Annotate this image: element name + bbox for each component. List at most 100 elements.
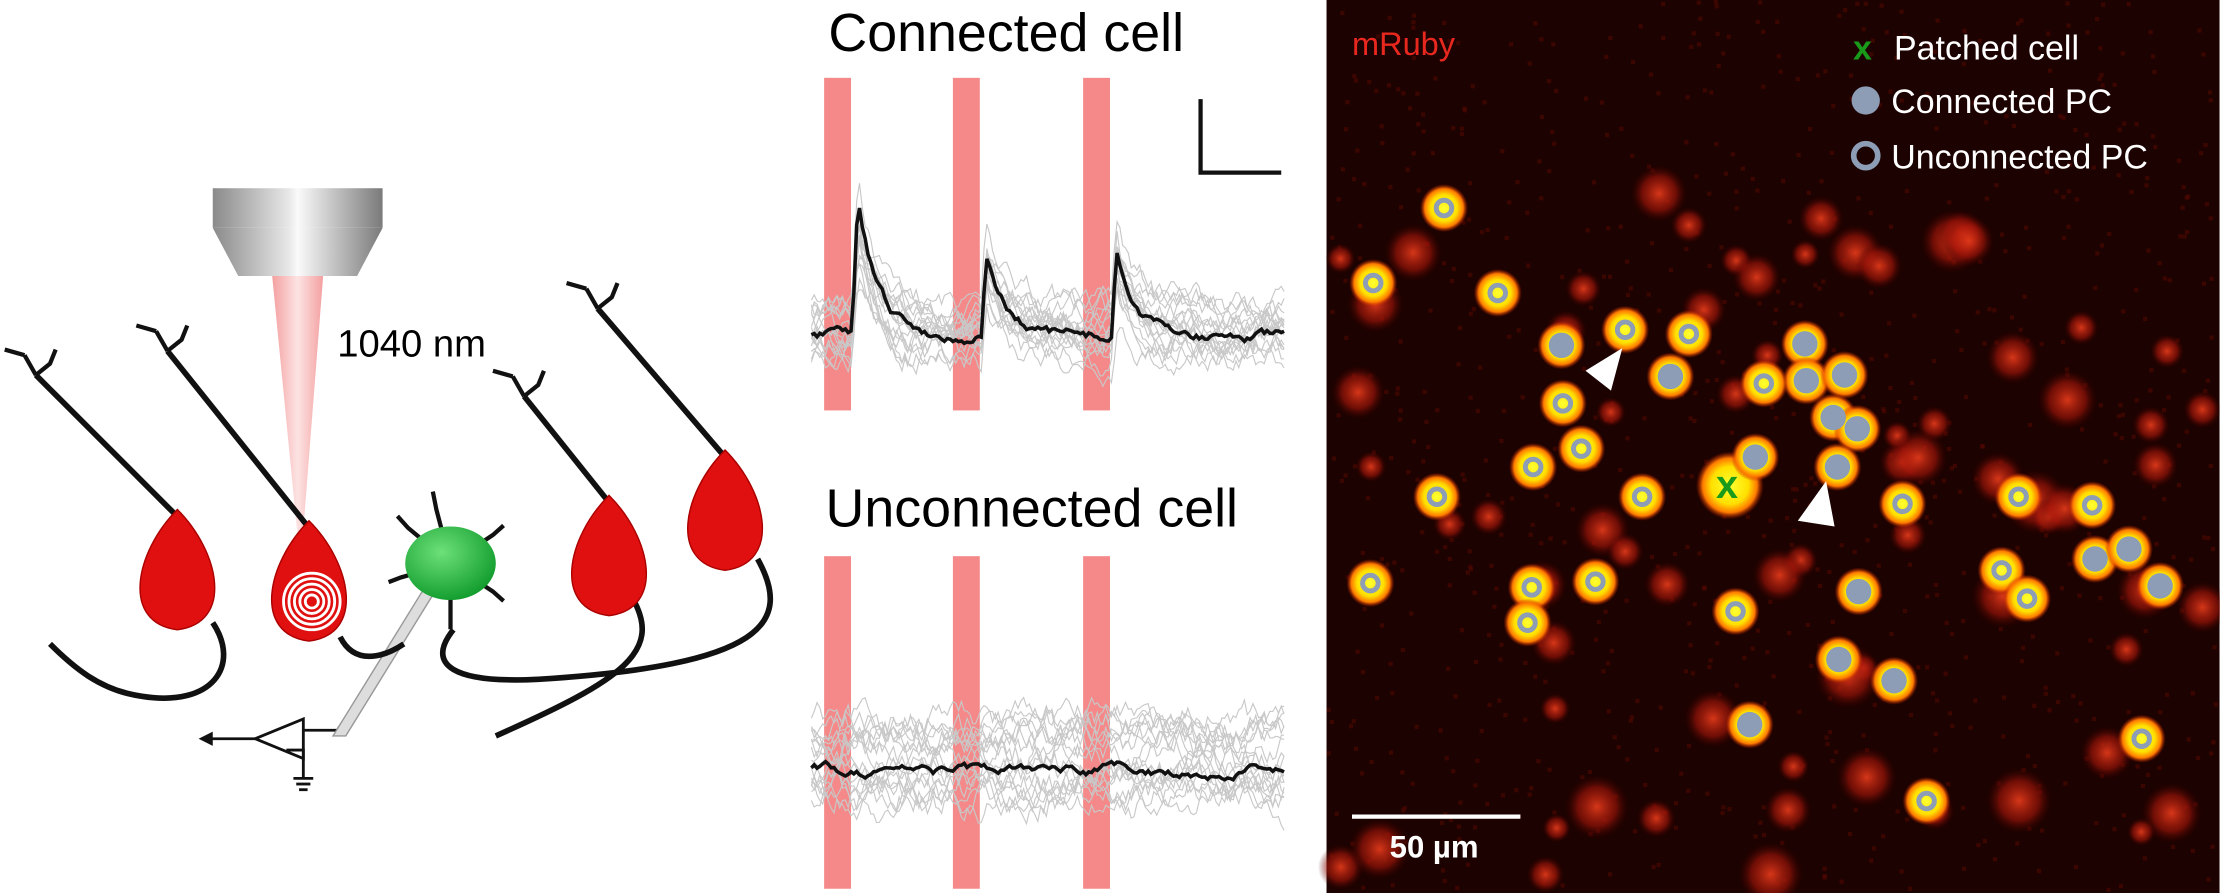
noise <box>1773 307 1779 312</box>
noise <box>1837 13 1842 18</box>
noise <box>1984 196 1989 201</box>
noise <box>1871 846 1877 851</box>
noise <box>2210 844 2215 849</box>
noise <box>2098 596 2103 601</box>
noise <box>1457 325 1463 331</box>
noise <box>2134 122 2139 127</box>
dim-cell <box>1564 774 1630 840</box>
noise <box>1734 292 1740 297</box>
noise <box>1688 416 1693 421</box>
noise <box>1536 759 1541 764</box>
noise <box>1709 90 1714 95</box>
unconnected-marker <box>1522 456 1544 478</box>
noise <box>2084 132 2089 138</box>
unconnected-marker <box>2016 588 2038 609</box>
unconnected-marker <box>1521 577 1542 598</box>
noise <box>1809 476 1814 481</box>
noise <box>2158 710 2163 715</box>
amplifier <box>251 716 305 761</box>
noise <box>1447 39 1452 44</box>
noise <box>1430 151 1435 156</box>
noise <box>1781 178 1786 184</box>
noise <box>1761 805 1766 810</box>
noise <box>2176 443 2182 448</box>
noise <box>1420 112 1426 117</box>
noise <box>1762 701 1767 706</box>
noise <box>1982 341 1987 346</box>
noise <box>1635 698 1640 704</box>
noise <box>2004 114 2009 119</box>
noise <box>1438 728 1443 733</box>
noise <box>1465 862 1471 867</box>
noise <box>1398 408 1403 413</box>
dendrite <box>135 323 190 353</box>
dim-cell <box>1355 451 1387 483</box>
noise <box>2164 692 2170 697</box>
noise <box>2095 251 2100 256</box>
noise <box>1450 278 1455 284</box>
noise <box>1539 541 1544 546</box>
bright-cell <box>1538 379 1587 428</box>
noise <box>2074 197 2079 202</box>
unconnected-marker <box>1426 486 1448 508</box>
noise <box>1761 832 1767 838</box>
dim-cell <box>1630 165 1688 222</box>
noise <box>1679 771 1684 776</box>
noise <box>1580 775 1585 780</box>
noise <box>1485 801 1490 807</box>
dim-cell <box>1644 561 1691 608</box>
noise <box>1961 866 1967 871</box>
bright-cell <box>1557 424 1606 473</box>
stim-bar <box>952 77 980 411</box>
noise <box>1355 148 1360 153</box>
noise <box>1379 556 1385 562</box>
noise <box>2066 189 2072 194</box>
dim-cell <box>1595 397 1626 428</box>
noise <box>1998 626 2003 632</box>
dim-cell <box>2063 310 2099 345</box>
noise <box>1977 38 1983 44</box>
noise <box>1593 637 1598 642</box>
noise <box>2088 638 2093 643</box>
noise <box>1525 210 1530 215</box>
noise <box>1471 306 1476 312</box>
noise <box>1973 698 1978 703</box>
noise <box>1935 18 1940 23</box>
noise <box>1398 339 1403 344</box>
noise <box>1661 35 1666 41</box>
noise <box>1868 210 1873 216</box>
noise <box>1345 100 1350 105</box>
noise <box>1693 391 1698 396</box>
noise <box>1479 728 1484 734</box>
noise <box>2022 294 2027 299</box>
noise <box>1612 735 1617 740</box>
noise <box>1355 649 1360 654</box>
noise <box>2099 243 2105 248</box>
noise <box>1861 27 1866 32</box>
noise <box>1750 176 1755 182</box>
noise <box>1848 73 1854 78</box>
noise <box>1902 608 1908 614</box>
noise <box>1601 274 1607 279</box>
noise <box>2148 388 2153 393</box>
noise <box>2039 341 2044 347</box>
noise <box>2023 225 2029 230</box>
noise <box>1805 622 1810 628</box>
bright-cell <box>1507 563 1556 612</box>
noise <box>1388 661 1393 666</box>
noise <box>1705 791 1710 796</box>
noise <box>1379 623 1385 628</box>
noise <box>1646 292 1651 297</box>
noise <box>1713 0 1718 5</box>
noise <box>1591 180 1597 185</box>
noise <box>1673 825 1678 830</box>
noise <box>1348 724 1354 729</box>
noise <box>2120 412 2126 417</box>
noise <box>1928 520 1933 525</box>
noise <box>1894 55 1899 61</box>
connected-marker <box>1820 404 1846 431</box>
noise <box>1727 806 1732 812</box>
noise <box>1831 104 1836 109</box>
noise <box>1758 820 1763 825</box>
dim-cell <box>2109 632 2144 667</box>
